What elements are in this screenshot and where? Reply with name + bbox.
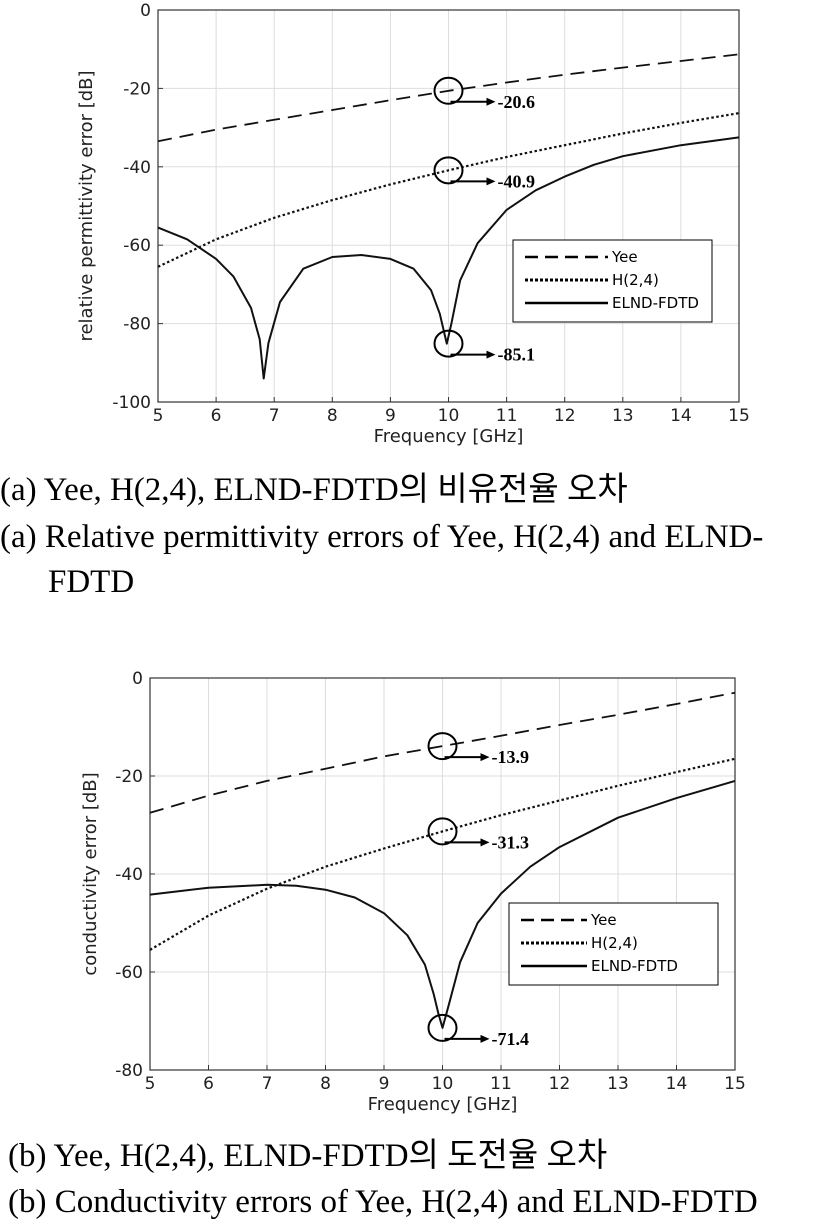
x-tick-label: 6 <box>211 406 222 426</box>
x-tick-label: 6 <box>203 1074 214 1094</box>
annotation-arrowhead <box>486 350 496 359</box>
series-line-yee <box>149 691 736 814</box>
y-tick-label: -40 <box>123 158 151 178</box>
y-tick-label: 0 <box>140 1 151 21</box>
annotation-arrowhead <box>486 97 496 106</box>
caption-b-english: (b) Conductivity errors of Yee, H(2,4) a… <box>8 1184 758 1220</box>
x-tick-label: 14 <box>670 406 692 426</box>
annotation-label: -31.3 <box>492 832 530 852</box>
x-tick-label: 7 <box>262 1074 273 1094</box>
x-tick-label: 13 <box>607 1074 629 1094</box>
annotation-label: -71.4 <box>492 1029 530 1049</box>
annotation-label: -85.1 <box>498 345 536 365</box>
legend-entry: H(2,4) <box>612 271 659 289</box>
y-tick-label: -20 <box>123 79 151 99</box>
legend-entry: Yee <box>590 911 617 929</box>
annotation-label: -40.9 <box>498 171 536 191</box>
caption-a-english-cont: FDTD <box>48 564 135 600</box>
x-tick-label: 8 <box>320 1074 331 1094</box>
y-tick-label: 0 <box>132 669 143 689</box>
x-tick-label: 5 <box>145 1074 156 1094</box>
y-axis-label: conductivity error [dB] <box>80 772 101 975</box>
annotation-circle <box>433 156 464 185</box>
caption-a-english: (a) Relative permittivity errors of Yee,… <box>0 519 764 555</box>
x-tick-label: 12 <box>549 1074 571 1094</box>
legend-entry: H(2,4) <box>591 934 638 952</box>
y-tick-label: -40 <box>115 865 143 885</box>
annotation-circle <box>427 732 458 761</box>
x-tick-label: 12 <box>554 406 576 426</box>
x-tick-label: 9 <box>379 1074 390 1094</box>
annotation-arrowhead <box>486 177 496 186</box>
y-tick-label: -80 <box>115 1061 143 1081</box>
annotation-circle <box>427 817 458 846</box>
y-tick-label: -100 <box>112 393 151 413</box>
annotation-arrowhead <box>480 753 490 762</box>
x-tick-label: 11 <box>490 1074 512 1094</box>
x-tick-label: 9 <box>385 406 396 426</box>
x-tick-label: 15 <box>728 406 750 426</box>
series-line-elnd-fdtd <box>149 779 736 1029</box>
y-axis-label: relative permittivity error [dB] <box>76 70 97 341</box>
annotation-label: -20.6 <box>498 92 536 112</box>
x-tick-label: 13 <box>612 406 634 426</box>
x-tick-label: 7 <box>269 406 280 426</box>
annotation-circle <box>433 76 464 105</box>
x-tick-label: 11 <box>496 406 518 426</box>
series-line-h-2-4 <box>157 112 740 268</box>
annotation-arrowhead <box>480 838 490 847</box>
chart-a: 5 6 7 8 9 10 11 12 13 14 15 -100 -80 -60 -40 -20 0 Freque… <box>76 1 750 447</box>
y-tick-label: -60 <box>115 963 143 983</box>
y-tick-label: -20 <box>115 767 143 787</box>
caption-a-korean: (a) Yee, H(2,4), ELND-FDTD의 비유전율 오차 <box>0 472 628 508</box>
x-tick-label: 14 <box>666 1074 688 1094</box>
legend-entry: Yee <box>611 248 638 266</box>
series-line-elnd-fdtd <box>157 136 740 380</box>
annotation-circle <box>433 329 464 358</box>
x-axis-label: Frequency [GHz] <box>368 1094 518 1115</box>
series-line-h-2-4 <box>149 757 736 951</box>
x-tick-label: 8 <box>327 406 338 426</box>
y-tick-label: -60 <box>123 236 151 256</box>
x-axis-label: Frequency [GHz] <box>374 426 524 447</box>
series-line-yee <box>157 53 740 143</box>
y-tick-label: -80 <box>123 315 151 335</box>
chart-b: 5 6 7 8 9 10 11 12 13 14 15 -80 -60 -40 -20 0 Frequency … <box>80 669 746 1115</box>
legend-entry: ELND-FDTD <box>612 294 699 312</box>
x-tick-label: 5 <box>153 406 164 426</box>
x-tick-label: 15 <box>724 1074 746 1094</box>
annotation-arrowhead <box>480 1034 490 1043</box>
x-tick-label: 10 <box>438 406 460 426</box>
annotation-circle <box>427 1013 458 1042</box>
legend-entry: ELND-FDTD <box>591 957 678 975</box>
x-tick-label: 10 <box>432 1074 454 1094</box>
annotation-label: -13.9 <box>492 747 530 767</box>
caption-b-korean: (b) Yee, H(2,4), ELND-FDTD의 도전율 오차 <box>8 1138 608 1174</box>
